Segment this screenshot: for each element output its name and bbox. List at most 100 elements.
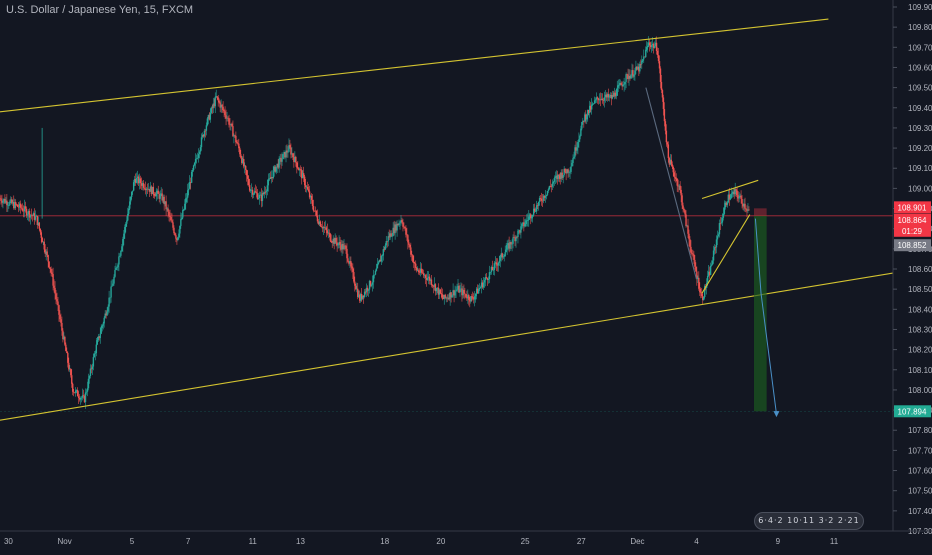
candle-body <box>25 208 28 216</box>
candle-body <box>168 211 170 216</box>
candle-body <box>718 223 721 235</box>
candle-body <box>252 193 255 195</box>
candle-body <box>15 201 17 205</box>
candle-body <box>87 378 90 389</box>
candle-body <box>482 282 485 288</box>
candle-body <box>746 209 748 211</box>
candle-body <box>655 42 658 51</box>
candle-body <box>378 259 381 263</box>
candle-body <box>290 147 292 155</box>
candle-body <box>246 175 249 179</box>
candle-body <box>536 205 539 206</box>
candle-body <box>234 135 236 137</box>
candle-body <box>408 242 410 245</box>
candle-body <box>287 151 289 153</box>
time-tick-label: 18 <box>380 537 389 546</box>
candle-body <box>340 245 342 250</box>
candle-body <box>351 266 353 269</box>
candle-body <box>253 191 256 194</box>
candle-body <box>309 195 312 198</box>
candle-body <box>708 271 711 275</box>
candle-body <box>432 285 435 287</box>
price-axis[interactable]: 109.900 109.800 109.700 109.600 109.500 109.4… <box>892 0 932 550</box>
candle-body <box>599 99 602 101</box>
trend-line-1[interactable] <box>0 18 829 113</box>
price-marker-107-894: 107.894 <box>894 405 931 418</box>
candle-body <box>702 296 704 301</box>
time-axis[interactable]: 30 Nov 5 7 11 13 18 20 25 27 Dec 4 9 11 <box>0 530 932 546</box>
candle-body <box>176 238 178 241</box>
candle-body <box>660 81 663 91</box>
candle-body <box>300 169 302 171</box>
candle-body <box>504 252 506 257</box>
candle-body <box>49 267 51 270</box>
candle-body <box>63 336 65 340</box>
candle-body <box>244 165 246 167</box>
candle-body <box>67 352 69 363</box>
candle-body <box>457 285 459 290</box>
price-marker-bg <box>894 405 931 418</box>
candle-body <box>199 147 202 152</box>
candle-body <box>334 238 336 244</box>
candle-body <box>303 176 306 186</box>
candle-body <box>699 288 701 293</box>
candle-body <box>22 210 25 212</box>
candle-body <box>255 192 258 194</box>
candle-body <box>516 236 518 238</box>
candle-body <box>566 169 568 174</box>
candle-body <box>587 109 589 117</box>
candle-body <box>402 222 404 227</box>
candle-body <box>353 272 355 282</box>
candle-body <box>645 49 647 58</box>
candle-body <box>259 194 262 196</box>
candle-body <box>411 254 413 256</box>
trend-line-4[interactable] <box>701 214 751 294</box>
candle-body <box>227 117 229 119</box>
candle-body <box>360 294 362 301</box>
candle-body <box>262 193 265 194</box>
candle-body <box>250 189 253 191</box>
trend-line-2[interactable] <box>0 272 894 421</box>
candle-body <box>629 76 631 79</box>
candle-body <box>569 171 571 173</box>
candle-body <box>27 210 30 215</box>
trend-line-5[interactable] <box>645 87 697 280</box>
candle-body <box>117 264 119 268</box>
projection-path[interactable] <box>754 218 777 415</box>
candle-body <box>521 224 523 227</box>
candle-body <box>481 282 484 288</box>
candle-body <box>308 191 311 198</box>
candle-body <box>294 156 296 162</box>
position-target-zone[interactable] <box>753 215 767 412</box>
candle-body <box>364 291 367 293</box>
candle-body <box>94 353 97 354</box>
candle-body <box>265 191 268 193</box>
candle-body <box>671 164 673 167</box>
candle-body <box>222 106 224 110</box>
candle-body <box>209 112 212 120</box>
candle-body <box>662 97 665 109</box>
candle-body <box>158 193 160 199</box>
candle-body <box>424 275 427 278</box>
candle-body <box>277 163 279 168</box>
price-tick-label: 107.700 <box>908 446 932 455</box>
candle-body <box>298 168 300 171</box>
position-stop-zone[interactable] <box>753 208 767 216</box>
candle-body <box>406 234 408 236</box>
candle-body <box>615 95 617 97</box>
time-tick-label: Dec <box>630 537 644 546</box>
candle-body <box>53 285 55 288</box>
trend-line-3[interactable] <box>701 179 759 199</box>
candle-body <box>447 297 449 299</box>
candle-body <box>453 290 455 296</box>
candle-body <box>496 264 499 266</box>
candle-body <box>279 157 281 159</box>
candle-body <box>74 390 77 393</box>
candle-body <box>85 391 88 393</box>
projection-arrow-head <box>773 411 780 418</box>
candle-body <box>164 201 166 205</box>
candle-body <box>682 205 684 209</box>
candle-body <box>444 294 446 298</box>
